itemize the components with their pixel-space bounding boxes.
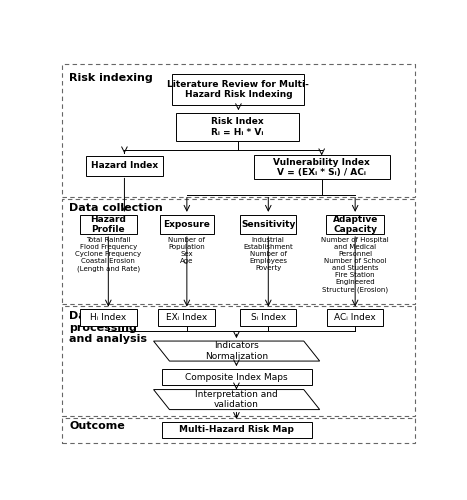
FancyBboxPatch shape [158, 310, 215, 326]
Text: Total Rainfall
Flood Frequency
Cyclone Frequency
Coastal Erosion
(Length and Rat: Total Rainfall Flood Frequency Cyclone F… [75, 237, 142, 272]
Text: Interpretation and
validation: Interpretation and validation [195, 390, 278, 409]
Text: Hazard Index: Hazard Index [91, 162, 158, 170]
Text: Number of Hospital
and Medical
Personnel
Number of School
and Students
Fire Stat: Number of Hospital and Medical Personnel… [321, 237, 389, 292]
FancyBboxPatch shape [160, 215, 213, 234]
FancyBboxPatch shape [80, 310, 137, 326]
Polygon shape [154, 390, 320, 409]
FancyBboxPatch shape [172, 74, 304, 106]
Text: Indicators
Normalization: Indicators Normalization [205, 342, 268, 361]
FancyBboxPatch shape [326, 215, 384, 234]
FancyBboxPatch shape [162, 369, 312, 386]
Text: Data
processing
and analysis: Data processing and analysis [69, 311, 147, 344]
Text: Exposure: Exposure [163, 220, 210, 229]
Text: Composite Index Maps: Composite Index Maps [185, 372, 288, 382]
FancyBboxPatch shape [240, 215, 297, 234]
Text: Hazard
Profile: Hazard Profile [91, 214, 126, 234]
Text: Data collection: Data collection [69, 203, 163, 213]
Text: Risk Index
Rᵢ = Hᵢ * Vᵢ: Risk Index Rᵢ = Hᵢ * Vᵢ [211, 118, 264, 137]
FancyBboxPatch shape [240, 310, 297, 326]
FancyBboxPatch shape [85, 156, 163, 176]
Text: EXᵢ Index: EXᵢ Index [166, 313, 207, 322]
Text: Vulnerability Index
V = (EXᵢ * Sᵢ) / ACᵢ: Vulnerability Index V = (EXᵢ * Sᵢ) / ACᵢ [273, 158, 370, 177]
Text: Industrial
Establishment
Number of
Employees
Poverty: Industrial Establishment Number of Emplo… [243, 237, 293, 271]
FancyBboxPatch shape [254, 156, 389, 180]
Text: Sᵢ Index: Sᵢ Index [251, 313, 286, 322]
Text: Adaptive
Capacity: Adaptive Capacity [333, 214, 378, 234]
FancyBboxPatch shape [162, 422, 312, 438]
Text: ACᵢ Index: ACᵢ Index [334, 313, 376, 322]
Text: Hᵢ Index: Hᵢ Index [90, 313, 127, 322]
FancyBboxPatch shape [327, 310, 383, 326]
Text: Multi-Hazard Risk Map: Multi-Hazard Risk Map [179, 426, 294, 434]
Text: Literature Review for Multi-
Hazard Risk Indexing: Literature Review for Multi- Hazard Risk… [168, 80, 309, 100]
Text: Sensitivity: Sensitivity [241, 220, 296, 229]
FancyBboxPatch shape [80, 215, 137, 234]
Polygon shape [154, 341, 320, 361]
FancyBboxPatch shape [176, 113, 299, 141]
Text: Risk indexing: Risk indexing [69, 74, 153, 84]
Text: Outcome: Outcome [69, 421, 125, 431]
Text: Number of
Population
Sex
Age: Number of Population Sex Age [169, 237, 205, 264]
